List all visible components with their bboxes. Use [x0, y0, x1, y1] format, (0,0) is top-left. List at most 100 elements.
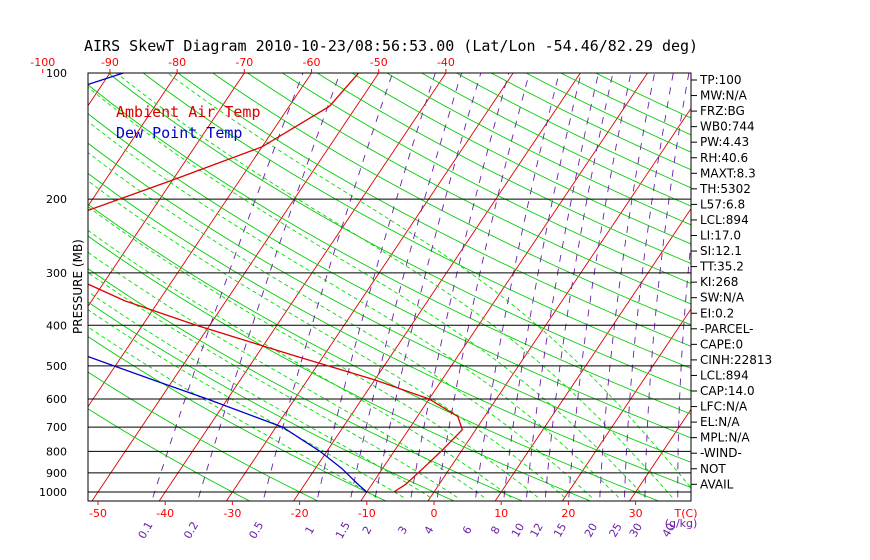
dry-adiabat-line — [107, 73, 691, 392]
stability-index-label: SW:N/A — [700, 291, 745, 305]
stability-index-list: TP:100MW:N/AFRZ:BGWB0:744PW:4.43RH:40.6M… — [691, 73, 772, 491]
mixing-ratio-unit-label: (g/kg) — [665, 517, 698, 530]
axis-layer: 1002003004005006007008009001000-120-110-… — [30, 56, 698, 541]
bottom-temperature-tick-label: 0 — [431, 507, 438, 520]
isotherm-line — [830, 71, 870, 503]
mixing-ratio-tick-label: 25 — [607, 521, 625, 540]
stability-index-label: LCL:894 — [700, 368, 749, 382]
top-temperature-tick-label: -60 — [303, 56, 321, 69]
isotherm-line — [561, 308, 691, 501]
pressure-tick-label: 200 — [46, 193, 67, 206]
mixing-ratio-line — [374, 73, 482, 498]
dry-adiabat-line — [88, 203, 660, 501]
ambient-air-temp-profile — [88, 73, 464, 493]
isotherm-line — [88, 73, 178, 207]
mixing-ratio-line — [624, 73, 674, 498]
dry-adiabat-line — [88, 235, 592, 501]
stability-index-label: RH:40.6 — [700, 151, 748, 165]
isotherm-line — [494, 207, 691, 501]
mixing-ratio-line — [544, 73, 614, 498]
bottom-temperature-tick-label: -10 — [358, 507, 376, 520]
dry-adiabat-line — [385, 73, 691, 226]
dry-adiabat-line — [88, 113, 691, 439]
stability-index-label: PW:4.43 — [700, 135, 749, 149]
dry-adiabat-line — [525, 73, 691, 153]
isotherm-line — [629, 408, 691, 501]
mixing-ratio-line — [410, 73, 510, 498]
mixing-ratio-tick-label: 8 — [488, 524, 503, 537]
dry-adiabat-line — [142, 73, 691, 369]
mixing-ratio-line — [599, 73, 656, 498]
stability-index-label: EI:0.2 — [700, 306, 734, 320]
pressure-tick-label: 600 — [46, 393, 67, 406]
bottom-temperature-tick-label: -20 — [291, 507, 309, 520]
plot-frame — [87, 72, 692, 502]
mixing-ratio-line — [526, 73, 599, 498]
isotherm-line — [91, 73, 380, 501]
mixing-ratio-tick-label: 0.1 — [136, 519, 156, 541]
dry-adiabat-line — [351, 73, 691, 245]
legend-dew-point-temp: Dew Point Temp — [116, 124, 242, 142]
stability-index-label: LFC:N/A — [700, 400, 748, 414]
mixing-ratio-tick-label: 0.5 — [246, 519, 266, 541]
stability-index-label: CAPE:0 — [700, 337, 743, 351]
mixing-ratio-tick-label: 20 — [582, 521, 600, 540]
isotherm-line — [88, 73, 313, 408]
stability-index-label: TH:5302 — [699, 182, 751, 196]
pressure-tick-label: 100 — [46, 67, 67, 80]
mixing-ratio-tick-label: 40 — [660, 521, 678, 540]
profile-layer — [88, 73, 464, 493]
pressure-tick-label: 700 — [46, 421, 67, 434]
pressure-tick-label: 1000 — [39, 486, 67, 499]
mixing-ratio-tick-label: 1.5 — [333, 519, 353, 541]
stability-index-label: TT:35.2 — [699, 260, 744, 274]
mixing-ratio-tick-label: 1 — [302, 524, 317, 537]
dry-adiabat-line — [88, 408, 251, 501]
stability-index-label: MW:N/A — [700, 89, 748, 103]
dry-adiabat-line — [177, 73, 691, 347]
dew-point-temp-profile — [88, 73, 368, 493]
mixing-ratio-tick-label: 12 — [528, 521, 546, 540]
moist-adiabat-line — [88, 309, 404, 498]
mixing-ratio-tick-label: 0.2 — [181, 519, 201, 541]
mixing-ratio-line — [350, 73, 462, 498]
bottom-temperature-tick-label: 20 — [561, 507, 575, 520]
mixing-ratio-line — [152, 73, 304, 498]
mixing-ratio-tick-label: 30 — [627, 521, 645, 540]
mixing-ratio-tick-label: 10 — [509, 521, 527, 540]
top-temperature-tick-label: -100 — [30, 56, 55, 69]
dry-adiabat-line — [212, 73, 691, 326]
stability-index-label: WB0:744 — [700, 120, 755, 134]
top-temperature-tick-label: -50 — [370, 56, 388, 69]
moist-adiabat-line — [88, 120, 619, 498]
legend-ambient-air-temp: Ambient Air Temp — [116, 103, 261, 121]
top-temperature-tick-label: -90 — [101, 56, 119, 69]
mixing-ratio-line — [198, 73, 341, 498]
stability-index-label: NOT — [700, 462, 726, 476]
dry-adiabat-line — [88, 142, 691, 463]
dry-adiabat-line — [420, 73, 691, 207]
top-temperature-tick-label: -80 — [168, 56, 186, 69]
chart-title: AIRS SkewT Diagram 2010-10-23/08:56:53.0… — [84, 37, 698, 55]
isotherm-line — [88, 73, 245, 308]
moist-adiabat-line — [88, 180, 566, 498]
mixing-ratio-tick-label: 15 — [551, 521, 569, 540]
pressure-tick-label: 500 — [46, 360, 67, 373]
mixing-ratio-line — [644, 73, 690, 498]
pressure-tick-label: 800 — [46, 445, 67, 458]
dry-adiabat-line — [316, 73, 691, 264]
pressure-tick-label: 300 — [46, 267, 67, 280]
mixing-ratio-line — [568, 73, 632, 498]
moist-adiabat-line — [166, 73, 691, 489]
stability-index-label: AVAIL — [700, 477, 734, 491]
mixing-ratio-tick-label: 3 — [395, 524, 410, 537]
stability-index-label: -WIND- — [700, 446, 742, 460]
mixing-ratio-tick-label: 2 — [360, 524, 375, 537]
moist-adiabat-line — [88, 86, 646, 498]
pressure-tick-label: 900 — [46, 467, 67, 480]
mixing-ratio-line — [436, 73, 530, 498]
mixing-ratio-tick-label: 6 — [460, 524, 475, 537]
stability-index-label: LI:17.0 — [700, 229, 741, 243]
dry-adiabat-line — [88, 172, 691, 488]
